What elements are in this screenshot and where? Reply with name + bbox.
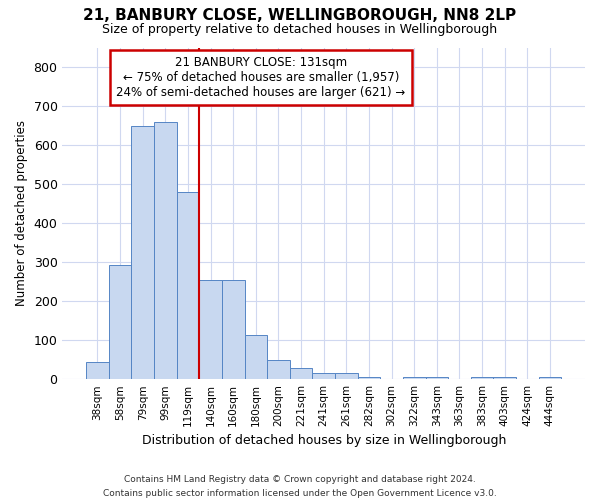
Bar [471,377,493,379]
Bar [403,377,425,379]
Text: Size of property relative to detached houses in Wellingborough: Size of property relative to detached ho… [103,22,497,36]
Text: 21 BANBURY CLOSE: 131sqm
← 75% of detached houses are smaller (1,957)
24% of sem: 21 BANBURY CLOSE: 131sqm ← 75% of detach… [116,56,406,99]
Bar [245,335,267,379]
Bar [267,360,290,379]
Bar [222,280,245,379]
Bar [176,192,199,379]
Bar [335,374,358,379]
Bar [313,374,335,379]
Bar [199,280,222,379]
X-axis label: Distribution of detached houses by size in Wellingborough: Distribution of detached houses by size … [142,434,506,448]
Bar [425,377,448,379]
Bar [154,122,176,379]
Bar [290,368,313,379]
Bar [358,377,380,379]
Bar [131,126,154,379]
Text: Contains HM Land Registry data © Crown copyright and database right 2024.
Contai: Contains HM Land Registry data © Crown c… [103,476,497,498]
Bar [493,377,516,379]
Bar [109,265,131,379]
Bar [539,377,561,379]
Bar [86,362,109,379]
Y-axis label: Number of detached properties: Number of detached properties [15,120,28,306]
Text: 21, BANBURY CLOSE, WELLINGBOROUGH, NN8 2LP: 21, BANBURY CLOSE, WELLINGBOROUGH, NN8 2… [83,8,517,22]
